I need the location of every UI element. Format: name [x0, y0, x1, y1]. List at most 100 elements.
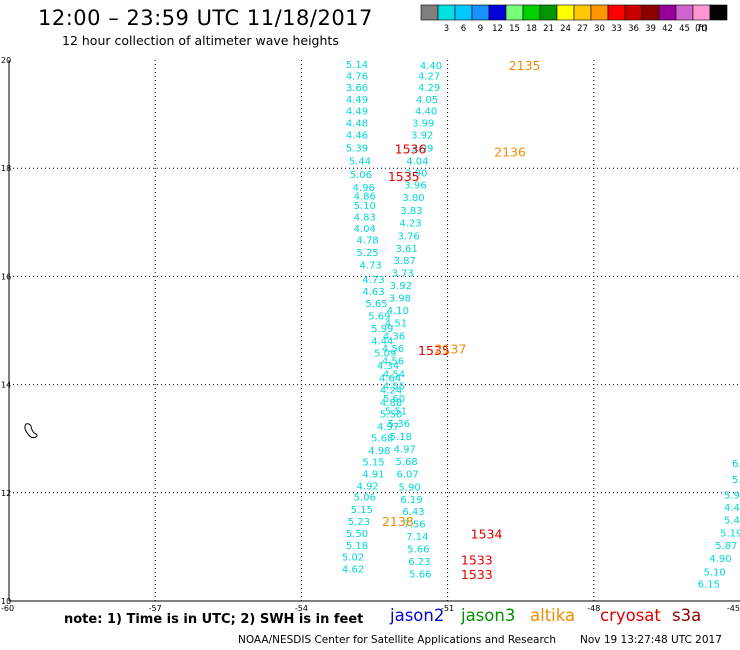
- satellite-cryosat: cryosat: [600, 606, 661, 625]
- jason3-reading-label: 4.63: [362, 287, 384, 298]
- legend-tick-label: 36: [628, 24, 639, 34]
- jason3-reading-label: 5.18: [346, 541, 368, 552]
- legend-tick-label: 3: [444, 24, 449, 34]
- cryosat-reading-label: 1534: [471, 526, 503, 541]
- credit-line: NOAA/NESDIS Center for Satellite Applica…: [238, 634, 556, 646]
- legend-swatch: [658, 4, 677, 21]
- altika-reading-label: 2137: [435, 341, 467, 356]
- jason3-reading-label: 4.40: [415, 106, 437, 117]
- latitude-tick-label: 20: [1, 56, 11, 65]
- longitude-tick-label: -48: [587, 604, 600, 613]
- jason3-reading-label: 3.98: [389, 294, 411, 305]
- jason3-reading-label: 6.23: [408, 557, 430, 568]
- jason3-reading-label: 4.23: [399, 218, 421, 229]
- jason3-reading-label: 4.04: [354, 224, 376, 235]
- jason3-reading-label: 5.41: [724, 515, 740, 526]
- map-frame: [8, 60, 740, 602]
- jason3-reading-label: 3.92: [390, 281, 412, 292]
- legend-tick-label: 15: [509, 24, 520, 34]
- color-scale-legend: 3 6 9 12 15 18 21 24 27 30 33 36 39 42 45 70(ft): [420, 4, 728, 34]
- legend-tick-label: 24: [560, 24, 571, 34]
- jason3-reading-label: 6.15: [698, 580, 720, 591]
- jason3-reading-label: 4.36: [383, 331, 405, 342]
- longitude-tick-label: -54: [295, 604, 308, 613]
- longitude-tick-label: -51: [441, 604, 454, 613]
- jason3-reading-label: 3.61: [396, 244, 418, 255]
- jason3-reading-label: 4.86: [354, 191, 376, 202]
- jason3-reading-label: 5.66: [407, 545, 429, 556]
- jason3-reading-label: 4.51: [385, 318, 407, 329]
- legend-tick-label: 27: [577, 24, 588, 34]
- jason3-reading-label: 3.99: [412, 118, 434, 129]
- legend-tick-label: 42: [662, 24, 673, 34]
- legend-swatch: [709, 4, 728, 21]
- jason3-reading-label: 4.27: [418, 72, 440, 83]
- jason3-reading-label: 5.51: [385, 407, 407, 418]
- jason3-reading-label: 3.66: [346, 83, 368, 94]
- jason3-reading-label: 4.78: [357, 236, 379, 247]
- jason3-reading-label: 4.97: [377, 422, 399, 433]
- jason3-reading-label: 4.10: [387, 306, 409, 317]
- satellite-jason2: jason2: [390, 606, 445, 625]
- jason3-reading-label: 5.44: [349, 157, 371, 168]
- jason3-reading-label: 5.15: [362, 457, 384, 468]
- legend-swatch: [420, 4, 439, 21]
- map-subtitle: 12 hour collection of altimeter wave hei…: [62, 33, 339, 48]
- jason3-reading-label: 4.64: [379, 374, 401, 385]
- latitude-tick-label: 10: [1, 597, 11, 606]
- jason3-reading-label: 5.68: [396, 457, 418, 468]
- jason3-reading-label: 4.40: [420, 61, 442, 72]
- series-altika: 2135 2136 2137 2138: [382, 58, 541, 529]
- jason3-reading-label: 7.14: [406, 532, 428, 543]
- legend-swatch: [471, 4, 490, 21]
- legend-swatch: [454, 4, 473, 21]
- jason3-reading-label: 4.56: [382, 356, 404, 367]
- jason3-reading-label: 5.66: [409, 569, 431, 580]
- jason3-reading-label: 5.19: [720, 528, 740, 539]
- island-outline: [24, 423, 38, 439]
- latitude-tick-label: 18: [1, 164, 11, 173]
- jason3-reading-label: 5.50: [346, 529, 368, 540]
- legend-tick-label: 45: [679, 24, 690, 34]
- jason3-reading-label: 6.2: [732, 459, 740, 470]
- longitude-tick-label: -45: [727, 604, 740, 613]
- legend-swatch: [624, 4, 643, 21]
- cryosat-reading-label: 1535: [418, 343, 450, 358]
- jason3-reading-label: 4.34: [377, 361, 399, 372]
- jason3-reading-label: 4.05: [416, 95, 438, 106]
- longitude-tick-label: -60: [1, 604, 14, 613]
- jason3-reading-label: 4.44: [371, 336, 393, 347]
- jason3-reading-label: 4.88: [380, 398, 402, 409]
- legend-swatch: [573, 4, 592, 21]
- jason3-reading-label: 4.49: [346, 95, 368, 106]
- jason3-reading-label: 3.96: [404, 180, 426, 191]
- altika-reading-label: 2138: [382, 514, 414, 529]
- jason3-reading-label: 4.04: [406, 157, 428, 168]
- jason3-reading-label: 5.4: [732, 475, 740, 486]
- satellite-jason3: jason3: [461, 606, 516, 625]
- legend-swatch: [437, 4, 456, 21]
- jason3-reading-label: 3.99: [411, 144, 433, 155]
- legend-swatch: [607, 4, 626, 21]
- jason3-reading-label: 5.18: [390, 432, 412, 443]
- jason3-reading-label: 5.10: [704, 567, 726, 578]
- jason3-reading-label: 4.90: [709, 554, 731, 565]
- wave-height-readings: 5.144.763.664.494.494.484.465.395.445.06…: [342, 58, 740, 591]
- jason3-reading-label: 5.90: [398, 482, 420, 493]
- jason3-reading-label: 5.68: [371, 434, 393, 445]
- satellite-altika: altika: [530, 606, 576, 625]
- latitude-tick-label: 12: [1, 489, 11, 498]
- jason3-reading-label: 3.87: [394, 256, 416, 267]
- jason3-reading-label: 4.46: [346, 131, 368, 142]
- jason3-reading-label: 4.24: [380, 386, 402, 397]
- map-title: 12:00 – 23:59 UTC 11/18/2017: [38, 6, 373, 30]
- jason3-reading-label: 5.65: [365, 299, 387, 310]
- jason3-reading-label: 5.14: [346, 60, 368, 71]
- generation-timestamp: Nov 19 13:27:48 UTC 2017: [580, 634, 722, 646]
- legend-tick-label: 39: [645, 24, 656, 34]
- jason3-reading-label: 4.91: [362, 469, 384, 480]
- jason3-reading-label: 4.97: [394, 444, 416, 455]
- jason3-reading-label: 3.76: [397, 231, 419, 242]
